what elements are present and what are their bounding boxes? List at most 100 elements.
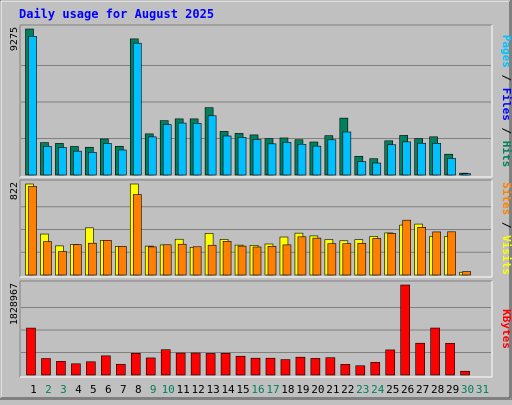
panel-legend: Sites / Visits bbox=[500, 182, 512, 275]
kbytes-bar bbox=[370, 362, 381, 376]
sites-bar bbox=[58, 251, 67, 276]
x-axis-label: 15 bbox=[236, 383, 249, 396]
x-axis-label: 29 bbox=[446, 383, 459, 396]
pages-bar bbox=[192, 123, 202, 176]
kbytes-bar bbox=[145, 357, 156, 376]
pages-bar bbox=[462, 173, 471, 176]
sites-bar bbox=[132, 194, 142, 276]
kbytes-bar bbox=[235, 355, 246, 376]
legend-separator: / bbox=[500, 121, 512, 141]
kbytes-bar bbox=[265, 357, 276, 376]
pages-bar bbox=[28, 36, 37, 176]
kbytes-bar bbox=[116, 363, 126, 376]
pages-bar bbox=[252, 139, 262, 176]
sites-bar bbox=[267, 246, 277, 276]
kbytes-bar bbox=[101, 355, 111, 376]
x-axis-label: 19 bbox=[296, 383, 309, 396]
sites-bar bbox=[28, 186, 37, 276]
x-axis-label: 3 bbox=[60, 383, 67, 396]
pages-bar bbox=[237, 137, 247, 176]
sites-bar bbox=[417, 226, 426, 276]
x-axis-label: 31 bbox=[476, 383, 489, 396]
kbytes-bar bbox=[415, 342, 425, 376]
chart-panel-3: 1828967 KBytes bbox=[9, 280, 512, 378]
pages-bar bbox=[267, 143, 277, 176]
x-axis-label: 22 bbox=[341, 383, 354, 396]
sites-bar bbox=[147, 246, 157, 276]
pages-bar bbox=[222, 135, 232, 176]
sites-bar bbox=[73, 244, 82, 276]
pages-bar bbox=[118, 149, 127, 176]
y-axis-max-label: 822 bbox=[9, 182, 20, 200]
legend-entry-pages: Pages bbox=[500, 35, 512, 68]
pages-bar bbox=[357, 161, 367, 176]
panel-legend: Pages / Files / Hits bbox=[500, 35, 512, 168]
x-axis-label: 12 bbox=[192, 383, 205, 396]
y-axis-max-label: 9275 bbox=[9, 27, 20, 51]
legend-entry-hits: Hits bbox=[500, 141, 512, 168]
pages-bar bbox=[132, 42, 142, 176]
kbytes-bar bbox=[190, 352, 201, 376]
kbytes-bar bbox=[130, 353, 141, 376]
kbytes-bar bbox=[56, 361, 66, 376]
x-axis-label: 8 bbox=[135, 383, 142, 396]
kbytes-bar bbox=[280, 359, 291, 376]
sites-bar bbox=[252, 246, 262, 276]
kbytes-bar bbox=[355, 365, 366, 376]
x-axis-label: 24 bbox=[371, 383, 385, 396]
chart-title: Daily usage for August 2025 bbox=[19, 7, 214, 21]
sites-bar bbox=[162, 244, 172, 276]
pages-bar bbox=[73, 150, 82, 176]
x-axis-label: 7 bbox=[120, 383, 127, 396]
x-axis-label: 20 bbox=[311, 383, 324, 396]
x-axis-label: 14 bbox=[221, 383, 235, 396]
sites-bar bbox=[207, 244, 217, 276]
x-axis-label: 26 bbox=[401, 383, 414, 396]
x-axis-label: 13 bbox=[206, 383, 219, 396]
kbytes-bar bbox=[460, 370, 470, 376]
pages-bar bbox=[387, 144, 397, 176]
sites-bar bbox=[282, 244, 292, 276]
kbytes-bar bbox=[205, 353, 216, 376]
sites-bar bbox=[432, 231, 441, 276]
sites-bar bbox=[118, 246, 127, 276]
chart-panels: 9275 Pages / Files / Hits 822 Sites / Visit… bbox=[9, 24, 512, 378]
sites-bar bbox=[103, 240, 112, 276]
kbytes-bar bbox=[160, 349, 171, 376]
kbytes-bar bbox=[385, 349, 396, 376]
kbytes-bar bbox=[340, 364, 351, 376]
pages-bar bbox=[447, 158, 456, 176]
sites-bar bbox=[387, 233, 397, 276]
pages-bar bbox=[372, 162, 382, 176]
sites-bar bbox=[192, 246, 202, 276]
pages-bar bbox=[103, 143, 112, 176]
x-axis-label: 9 bbox=[150, 383, 157, 396]
kbytes-bar bbox=[41, 358, 51, 376]
x-axis-label: 21 bbox=[326, 383, 339, 396]
pages-bar bbox=[327, 139, 337, 176]
sites-bar bbox=[462, 271, 471, 276]
x-axis-label: 17 bbox=[266, 383, 279, 396]
pages-bar bbox=[312, 145, 322, 176]
pages-bar bbox=[297, 143, 307, 176]
x-axis-label: 16 bbox=[251, 383, 264, 396]
sites-bar bbox=[402, 219, 411, 276]
pages-bar bbox=[207, 115, 217, 176]
panel-legend: KBytes bbox=[500, 309, 512, 349]
sites-bar bbox=[237, 245, 247, 276]
kbytes-bar bbox=[325, 357, 336, 376]
x-axis-label: 27 bbox=[416, 383, 429, 396]
pages-bar bbox=[177, 122, 187, 176]
kbytes-bar bbox=[26, 327, 36, 376]
sites-bar bbox=[327, 243, 337, 276]
x-axis-label: 10 bbox=[162, 383, 175, 396]
kbytes-bar bbox=[310, 358, 321, 376]
x-axis-label: 28 bbox=[431, 383, 444, 396]
pages-bar bbox=[417, 142, 426, 176]
chart-panel-1: 9275 Pages / Files / Hits bbox=[9, 24, 512, 178]
x-axis-label: 23 bbox=[356, 383, 369, 396]
pages-bar bbox=[162, 124, 172, 176]
x-axis-label: 6 bbox=[105, 383, 112, 396]
